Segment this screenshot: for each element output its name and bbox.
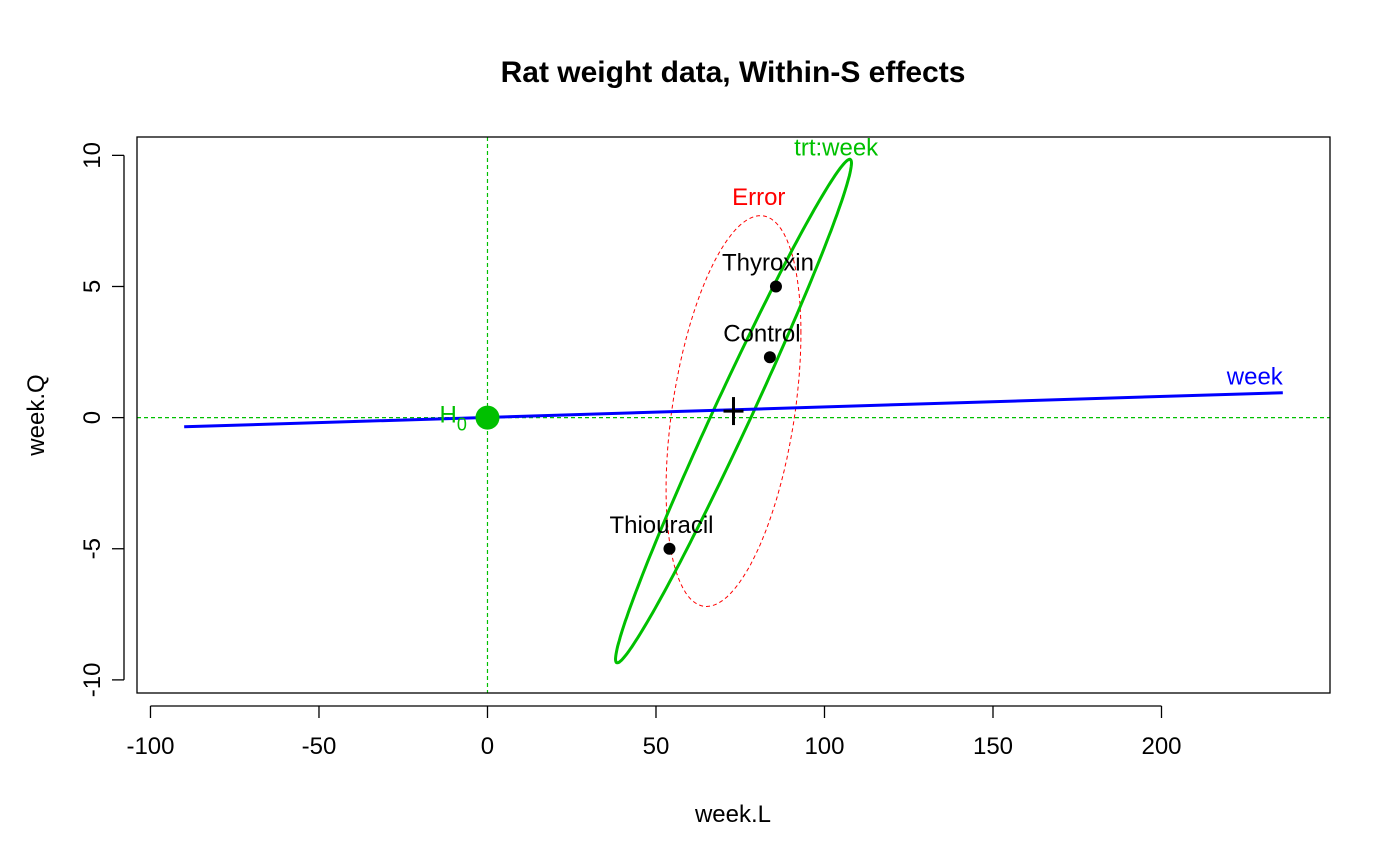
y-axis-title: week.Q (23, 374, 50, 456)
point-label-thyroxin: Thyroxin (722, 249, 814, 276)
ellipse-trt-week (613, 157, 854, 665)
point-label-control: Control (723, 320, 800, 347)
ellipses: Error trt:week (613, 134, 879, 665)
y-tick-label: 0 (79, 411, 106, 424)
data-points: Thyroxin Control Thiouracil H0 (439, 249, 814, 555)
y-tick-label: 5 (79, 280, 106, 293)
effect-label-week: week (1226, 364, 1284, 391)
ellipse-error (665, 215, 802, 608)
x-tick-label: 50 (643, 733, 670, 760)
x-tick-label: 0 (481, 733, 494, 760)
x-tick-label: 200 (1141, 733, 1181, 760)
x-axis-title: week.L (694, 801, 771, 828)
h0-label: H0 (439, 402, 466, 435)
x-axis: -100 -50 0 50 100 150 200 (126, 705, 1182, 760)
y-tick-label: -10 (79, 663, 106, 698)
grand-mean-marker (723, 397, 744, 426)
x-tick-label: -50 (302, 733, 337, 760)
plot-frame (136, 136, 1331, 694)
x-tick-label: 150 (973, 733, 1013, 760)
point-control (763, 351, 776, 364)
point-label-thiouracil: Thiouracil (609, 512, 713, 539)
point-thyroxin (769, 280, 782, 293)
h0-point (475, 405, 500, 430)
ellipse-label-error: Error (732, 184, 785, 211)
y-tick-label: -5 (79, 538, 106, 559)
x-tick-label: 100 (804, 733, 844, 760)
chart-title: Rat weight data, Within-S effects (501, 56, 966, 89)
point-thiouracil (663, 542, 676, 555)
ellipse-label-trt-week: trt:week (794, 134, 879, 161)
y-axis: -10 -5 0 5 10 (79, 142, 125, 698)
x-tick-label: -100 (126, 733, 174, 760)
y-tick-label: 10 (79, 142, 106, 169)
